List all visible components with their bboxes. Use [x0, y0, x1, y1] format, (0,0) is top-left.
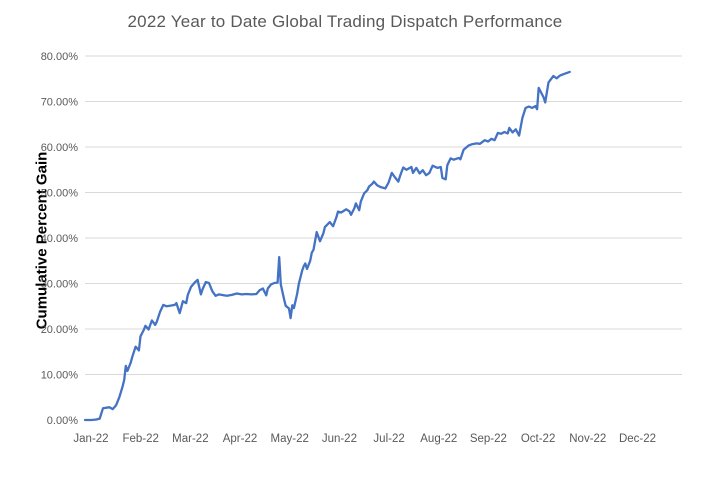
- x-tick-label: May-22: [271, 433, 309, 445]
- x-tick-label: Oct-22: [521, 433, 556, 445]
- y-tick-label: 20.00%: [41, 324, 79, 336]
- y-tick-label: 10.00%: [41, 370, 79, 382]
- x-tick-label: Jun-22: [322, 433, 357, 445]
- y-tick-label: 70.00%: [41, 97, 79, 109]
- x-tick-label: Dec-22: [619, 433, 656, 445]
- chart-title: 2022 Year to Date Global Trading Dispatc…: [127, 12, 563, 31]
- x-tick-label: Sep-22: [470, 433, 507, 445]
- x-tick-label: Nov-22: [569, 433, 606, 445]
- x-tick-label: Aug-22: [420, 433, 457, 445]
- y-tick-label: 50.00%: [41, 188, 79, 200]
- x-tick-label: Jan-22: [73, 433, 108, 445]
- y-tick-label: 40.00%: [41, 233, 79, 245]
- y-tick-label: 0.00%: [47, 415, 78, 427]
- x-tick-label: Mar-22: [172, 433, 208, 445]
- y-tick-label: 30.00%: [41, 279, 79, 291]
- x-tick-label: Feb-22: [122, 433, 158, 445]
- x-tick-label: Jul-22: [373, 433, 404, 445]
- performance-line: [83, 70, 571, 422]
- x-tick-label: Apr-22: [223, 433, 258, 445]
- y-tick-label: 80.00%: [41, 51, 79, 63]
- y-tick-label: 60.00%: [41, 142, 79, 154]
